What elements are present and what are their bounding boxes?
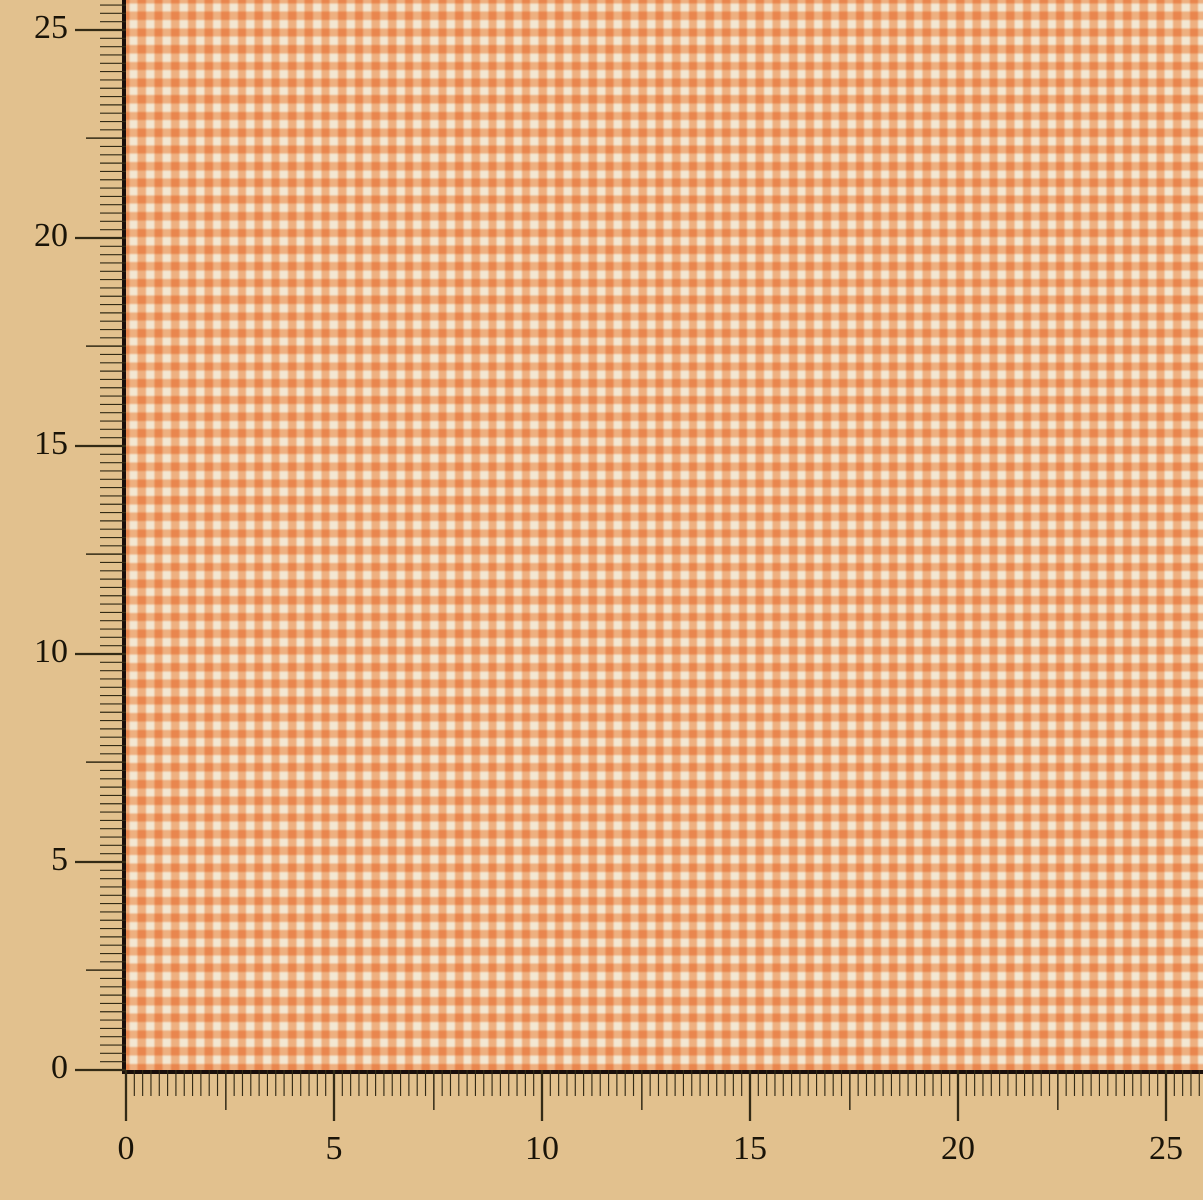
svg-text:15: 15 [733, 1130, 767, 1167]
svg-text:10: 10 [34, 633, 68, 670]
svg-text:20: 20 [34, 217, 68, 254]
svg-text:25: 25 [34, 9, 68, 46]
svg-text:5: 5 [51, 841, 68, 878]
svg-text:25: 25 [1149, 1130, 1183, 1167]
svg-text:15: 15 [34, 425, 68, 462]
svg-text:20: 20 [941, 1130, 975, 1167]
svg-text:0: 0 [118, 1130, 135, 1167]
svg-text:0: 0 [51, 1049, 68, 1086]
svg-text:5: 5 [326, 1130, 343, 1167]
svg-text:10: 10 [525, 1130, 559, 1167]
